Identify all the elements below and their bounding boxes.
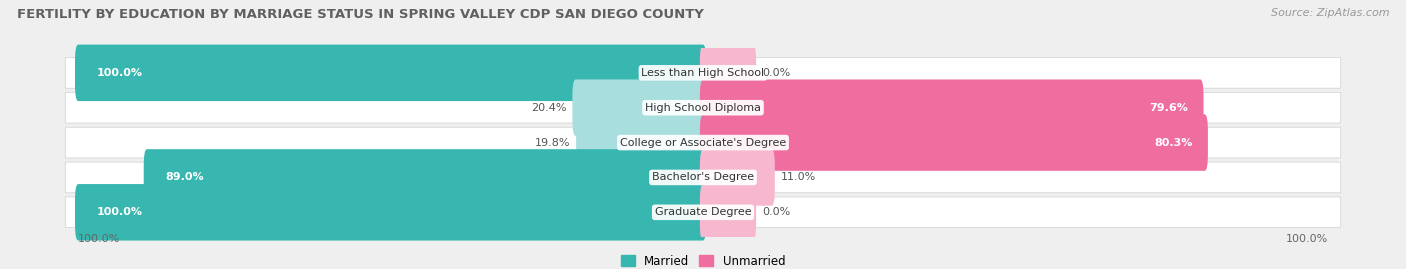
Text: 19.8%: 19.8% (534, 137, 569, 148)
Text: Bachelor's Degree: Bachelor's Degree (652, 172, 754, 182)
Text: College or Associate's Degree: College or Associate's Degree (620, 137, 786, 148)
FancyBboxPatch shape (65, 127, 1341, 158)
FancyBboxPatch shape (700, 149, 775, 206)
Text: 100.0%: 100.0% (1285, 234, 1327, 244)
Text: 20.4%: 20.4% (530, 103, 567, 113)
FancyBboxPatch shape (700, 79, 1204, 136)
FancyBboxPatch shape (65, 58, 1341, 88)
Legend: Married, Unmarried: Married, Unmarried (616, 250, 790, 269)
FancyBboxPatch shape (576, 114, 706, 171)
Text: 0.0%: 0.0% (762, 68, 790, 78)
FancyBboxPatch shape (65, 197, 1341, 228)
Text: 100.0%: 100.0% (97, 207, 143, 217)
Text: 11.0%: 11.0% (782, 172, 817, 182)
Text: High School Diploma: High School Diploma (645, 103, 761, 113)
FancyBboxPatch shape (65, 162, 1341, 193)
Text: 100.0%: 100.0% (79, 234, 121, 244)
Text: 79.6%: 79.6% (1149, 103, 1188, 113)
Text: Source: ZipAtlas.com: Source: ZipAtlas.com (1271, 8, 1389, 18)
Text: 89.0%: 89.0% (166, 172, 204, 182)
Text: Less than High School: Less than High School (641, 68, 765, 78)
Text: 0.0%: 0.0% (762, 207, 790, 217)
Text: FERTILITY BY EDUCATION BY MARRIAGE STATUS IN SPRING VALLEY CDP SAN DIEGO COUNTY: FERTILITY BY EDUCATION BY MARRIAGE STATU… (17, 8, 704, 21)
FancyBboxPatch shape (143, 149, 706, 206)
Text: Graduate Degree: Graduate Degree (655, 207, 751, 217)
Text: 80.3%: 80.3% (1154, 137, 1192, 148)
FancyBboxPatch shape (572, 79, 706, 136)
FancyBboxPatch shape (700, 45, 756, 101)
FancyBboxPatch shape (75, 184, 706, 240)
Text: 100.0%: 100.0% (97, 68, 143, 78)
FancyBboxPatch shape (700, 184, 756, 240)
FancyBboxPatch shape (75, 45, 706, 101)
FancyBboxPatch shape (700, 114, 1208, 171)
FancyBboxPatch shape (65, 92, 1341, 123)
